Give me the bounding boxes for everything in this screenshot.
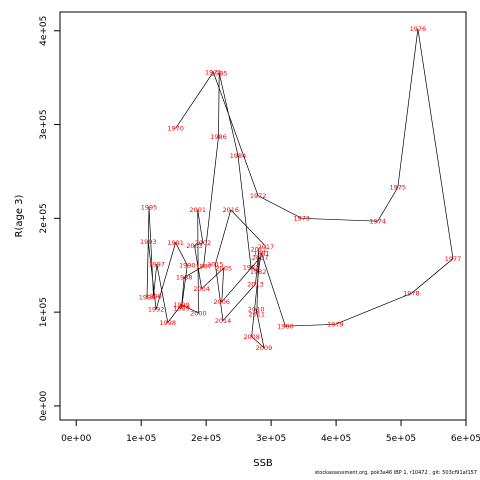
- y-axis: 0e+00 1e+05 2e+05 3e+05 4e+05: [39, 16, 61, 422]
- y-tick-label: 2e+05: [39, 203, 49, 233]
- point-label-1991: 1991: [167, 239, 184, 247]
- point-label-1997: 1997: [149, 261, 166, 269]
- point-label-1996: 1996: [145, 293, 162, 301]
- point-label-2013: 2013: [247, 280, 264, 288]
- point-label-1988: 1988: [176, 274, 193, 282]
- x-tick-label: 0e+00: [61, 434, 92, 444]
- point-label-1995: 1995: [141, 203, 158, 211]
- point-label-1981: 1981: [253, 249, 270, 257]
- x-axis: 0e+00 1e+05 2e+05 3e+05 4e+05 5e+05 6e+05: [61, 419, 480, 444]
- point-label-1987: 1987: [195, 263, 212, 271]
- point-label-2007: 2007: [252, 254, 269, 262]
- point-labels: 1970 1971 1972 1973 1974 1975 1976 1977 1978 1979…: [139, 25, 462, 352]
- point-label-2006: 2006: [214, 298, 231, 306]
- point-label-1978: 1978: [403, 290, 420, 298]
- point-label-2015: 2015: [207, 261, 224, 269]
- point-label-1985: 1985: [211, 69, 228, 77]
- point-label-1970: 1970: [167, 125, 184, 133]
- point-label-2004: 2004: [193, 285, 210, 293]
- point-label-1993: 1993: [140, 238, 157, 246]
- x-tick-label: 3e+05: [256, 434, 286, 444]
- point-label-1982: 1982: [250, 268, 267, 276]
- point-label-1998: 1998: [160, 319, 177, 327]
- point-label-1983: 1983: [243, 263, 260, 271]
- point-label-1984: 1984: [230, 152, 247, 160]
- x-tick-label: 5e+05: [386, 434, 416, 444]
- x-tick-label: 2e+05: [191, 434, 221, 444]
- point-label-2005: 2005: [215, 264, 232, 272]
- point-label-2009: 2009: [256, 344, 273, 352]
- point-label-2010: 2010: [248, 306, 265, 314]
- x-tick-label: 4e+05: [321, 434, 351, 444]
- point-label-1992: 1992: [148, 306, 165, 314]
- point-label-1977: 1977: [445, 255, 462, 263]
- point-label-2008: 2008: [243, 333, 260, 341]
- x-tick-label: 6e+05: [451, 434, 480, 444]
- point-label-1979: 1979: [327, 321, 344, 329]
- point-label-1976: 1976: [410, 25, 427, 33]
- point-label-2003: 2003: [186, 242, 203, 250]
- x-axis-label: SSB: [253, 458, 273, 469]
- point-label-1980: 1980: [277, 323, 294, 331]
- point-label-1972: 1972: [250, 192, 267, 200]
- point-label-1975: 1975: [390, 184, 407, 192]
- series-line: [146, 28, 454, 349]
- point-label-2000: 2000: [190, 309, 207, 317]
- point-label-2011: 2011: [249, 310, 266, 318]
- point-label-1986: 1986: [210, 133, 227, 141]
- y-tick-label: 3e+05: [39, 109, 49, 139]
- point-label-2002: 2002: [195, 239, 212, 247]
- point-label-1994: 1994: [139, 293, 156, 301]
- point-label-1974: 1974: [369, 218, 386, 226]
- point-label-1989: 1989: [173, 305, 190, 313]
- point-label-1990: 1990: [179, 262, 196, 270]
- footer-credit: stockassessment.org, pok3a46 IBP 1, r104…: [314, 470, 477, 476]
- plot-frame: [59, 11, 467, 421]
- y-tick-label: 4e+05: [39, 16, 49, 46]
- point-label-2001: 2001: [189, 206, 206, 214]
- point-label-1971: 1971: [205, 68, 222, 76]
- recruitment-ssb-path: [146, 28, 454, 349]
- point-label-2017: 2017: [258, 243, 275, 251]
- point-label-2012: 2012: [251, 246, 268, 254]
- point-label-1999: 1999: [173, 301, 190, 309]
- point-label-2014: 2014: [215, 317, 232, 325]
- point-label-1973: 1973: [293, 215, 310, 223]
- y-tick-label: 1e+05: [39, 297, 49, 327]
- x-tick-label: 1e+05: [126, 434, 156, 444]
- y-axis-label: R(age 3): [14, 194, 25, 237]
- y-tick-label: 0e+00: [39, 391, 49, 422]
- point-label-2016: 2016: [223, 206, 240, 214]
